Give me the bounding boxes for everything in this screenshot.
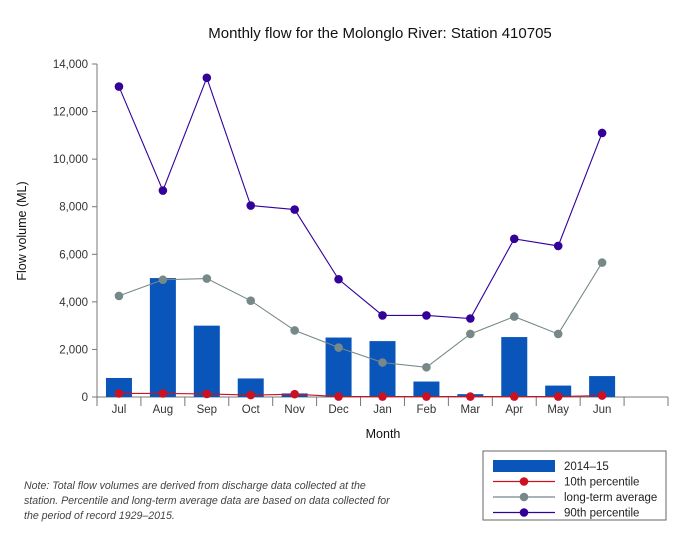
legend-label: 90th percentile — [564, 508, 639, 520]
y-tick-label: 2,000 — [59, 344, 88, 356]
data-point — [158, 389, 168, 398]
legend-item: 2014–15 — [493, 460, 609, 473]
series-line — [118, 392, 603, 398]
series-line — [118, 76, 603, 320]
x-tick-label: Jul — [112, 404, 127, 416]
legend-swatch-marker — [519, 492, 529, 502]
legend-label: long-term average — [564, 492, 657, 504]
bar — [105, 377, 132, 397]
x-tick-label: Oct — [242, 404, 261, 416]
data-point — [334, 274, 343, 284]
x-tick-label: Aug — [153, 404, 173, 416]
data-point — [246, 296, 256, 305]
data-point — [114, 389, 124, 398]
data-point — [422, 392, 431, 401]
y-tick-label: 6,000 — [59, 249, 88, 261]
bar — [193, 325, 220, 397]
data-point — [202, 274, 212, 283]
data-point — [597, 128, 607, 138]
x-tick-label: Jun — [593, 404, 612, 416]
bar — [501, 337, 528, 397]
data-point — [246, 390, 256, 400]
series-long-term-average — [114, 258, 607, 372]
legend-item: 90th percentile — [493, 508, 639, 520]
data-point — [509, 234, 519, 244]
data-point — [553, 329, 563, 339]
y-axis: 0 2,000 4,000 6,000 8,000 10,000 12,000 14,000 — [53, 59, 98, 404]
y-tick-label: 0 — [82, 392, 88, 404]
data-point — [290, 326, 299, 335]
data-point — [466, 392, 475, 401]
x-tick-label: Feb — [417, 404, 437, 416]
legend-swatch — [493, 460, 555, 472]
data-point — [114, 82, 124, 91]
chart-title: Monthly flow for the Molonglo River: Sta… — [208, 25, 552, 42]
bar — [149, 278, 176, 397]
series-90th-percentile — [114, 73, 607, 323]
data-point — [466, 314, 475, 323]
x-tick-label: Jan — [373, 404, 392, 416]
data-point — [597, 391, 607, 400]
bar — [413, 381, 440, 397]
bar — [545, 385, 572, 397]
y-tick-label: 14,000 — [53, 59, 88, 71]
bar-series — [105, 278, 616, 397]
data-point — [290, 205, 299, 214]
y-tick-label: 8,000 — [59, 202, 88, 214]
x-tick-label: Dec — [328, 404, 349, 416]
legend-item: long-term average — [493, 492, 657, 504]
y-tick-label: 12,000 — [53, 107, 88, 119]
data-point — [422, 362, 431, 372]
data-point — [158, 275, 168, 285]
series-line — [118, 262, 603, 368]
line-series — [114, 73, 607, 401]
data-point — [378, 358, 387, 367]
bar — [369, 341, 396, 397]
data-point — [466, 329, 475, 339]
data-point — [246, 201, 256, 210]
data-point — [597, 258, 607, 267]
bar — [589, 376, 616, 397]
data-point — [114, 291, 124, 301]
data-point — [378, 311, 387, 320]
data-point — [509, 392, 519, 401]
legend-swatch-marker — [519, 508, 529, 517]
legend: 2014–15 10th percentile long-term average 9… — [482, 450, 667, 521]
x-axis-title: Month — [366, 427, 401, 441]
legend-label: 2014–15 — [564, 461, 609, 473]
y-tick-label: 4,000 — [59, 297, 88, 309]
legend-item: 10th percentile — [493, 477, 639, 489]
y-tick-label: 10,000 — [53, 154, 88, 166]
x-tick-label: Mar — [460, 404, 480, 416]
data-point — [553, 241, 563, 251]
x-axis: Jul Aug Sep Oct Nov Dec Jan Feb Mar Apr May Jun — [96, 396, 669, 416]
data-point — [202, 389, 212, 399]
data-point — [158, 186, 168, 195]
x-tick-label: Nov — [284, 404, 305, 416]
data-point — [334, 392, 343, 401]
legend-swatch-marker — [519, 477, 529, 486]
data-point — [553, 392, 563, 401]
data-point — [334, 343, 343, 352]
x-tick-label: Sep — [197, 404, 217, 416]
data-point — [202, 73, 212, 83]
data-point — [290, 389, 299, 399]
legend-label: 10th percentile — [564, 477, 639, 489]
series-10th-percentile — [114, 389, 607, 401]
bar — [237, 378, 264, 397]
data-point — [422, 311, 431, 320]
y-axis-title: Flow volume (ML) — [15, 181, 29, 280]
x-tick-label: May — [547, 404, 569, 416]
data-point — [509, 312, 519, 321]
x-tick-label: Apr — [505, 404, 523, 416]
data-point — [378, 392, 387, 401]
footnote: Note: Total flow volumes are derived fro… — [24, 480, 390, 522]
